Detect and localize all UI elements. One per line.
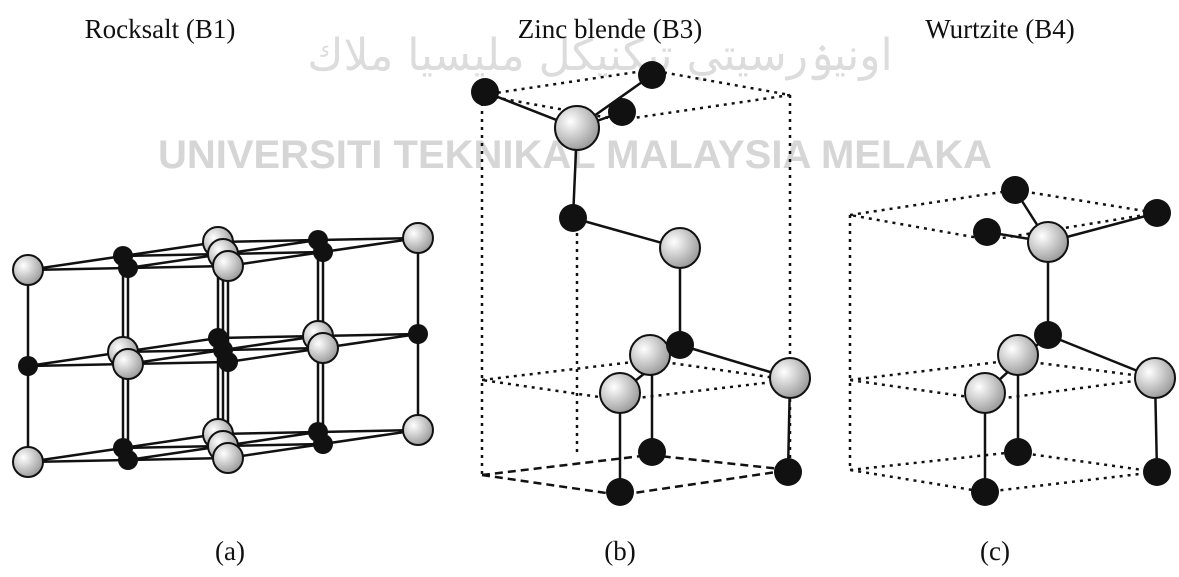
atom bbox=[403, 223, 433, 253]
atom bbox=[18, 356, 38, 376]
atom bbox=[113, 349, 143, 379]
panel-label: (b) bbox=[604, 536, 635, 566]
atom bbox=[403, 415, 433, 445]
rocksalt-structure bbox=[13, 223, 433, 477]
atom bbox=[118, 258, 138, 278]
atom bbox=[313, 242, 333, 262]
panel-title: Rocksalt (B1) bbox=[85, 14, 236, 44]
zinc-blende-structure bbox=[471, 61, 810, 506]
wurtzite-structure bbox=[850, 176, 1175, 506]
panel-label: (c) bbox=[980, 536, 1010, 566]
panel-label: (a) bbox=[215, 536, 245, 566]
atom bbox=[13, 447, 43, 477]
atom bbox=[408, 324, 428, 344]
atom bbox=[308, 333, 338, 363]
figure: اونيۏرسيتي تيكنيكل مليسيا ملاك UNIVERSIT… bbox=[0, 0, 1179, 577]
panel-title: Wurtzite (B4) bbox=[925, 14, 1075, 44]
atom bbox=[313, 434, 333, 454]
atom bbox=[213, 251, 243, 281]
panel-title: Zinc blende (B3) bbox=[518, 14, 702, 44]
atom bbox=[213, 443, 243, 473]
atom bbox=[218, 352, 238, 372]
atom bbox=[13, 255, 43, 285]
atom bbox=[118, 450, 138, 470]
